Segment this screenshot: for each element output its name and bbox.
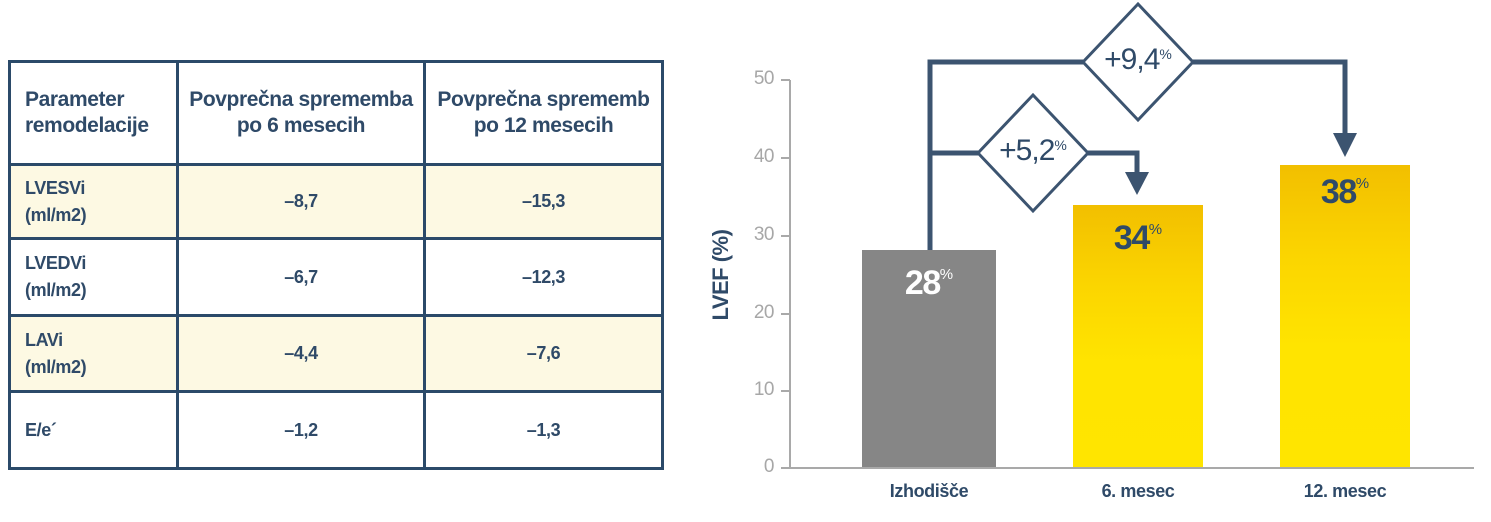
y-axis xyxy=(781,79,791,469)
param-unit: (ml/m2) xyxy=(25,204,87,225)
value-12m: –7,6 xyxy=(423,314,664,393)
table-row: E/e´ –1,2 –1,3 xyxy=(8,390,664,470)
remodeling-table: Parameter remodelacije Povprečna spremem… xyxy=(8,60,664,470)
table-row: LAVi (ml/m2) –4,4 –7,6 xyxy=(8,314,664,393)
bar-value-label: 38% xyxy=(1320,173,1370,211)
header-line: Parameter xyxy=(25,88,125,111)
value-12m: –12,3 xyxy=(423,237,664,317)
connector-lines xyxy=(927,59,1348,250)
header-parameter: Parameter remodelacije xyxy=(8,60,179,166)
bar-value-label: 34% xyxy=(1113,219,1163,257)
table-row: LVESVi (ml/m2) –8,7 –15,3 xyxy=(8,163,664,240)
bar-12-months: 38% xyxy=(1280,165,1410,468)
table-row: LVEDVi (ml/m2) –6,7 –12,3 xyxy=(8,237,664,317)
y-tick-label: 0 xyxy=(763,456,775,477)
header-line: po 6 mesecih xyxy=(236,114,366,137)
value-6m: –1,2 xyxy=(176,390,426,470)
param-cell: LAVi (ml/m2) xyxy=(8,314,179,393)
y-tick-label: 20 xyxy=(753,302,775,323)
param-name: LAVi xyxy=(25,329,63,350)
diamond-6-months xyxy=(975,92,1091,214)
param-cell: E/e´ xyxy=(8,390,179,470)
y-tick-label: 30 xyxy=(753,224,775,245)
bar-6-months: 34% xyxy=(1073,205,1203,468)
param-unit: (ml/m2) xyxy=(25,280,87,300)
arrowhead-icon xyxy=(1125,172,1149,195)
param-name: E/e´ xyxy=(25,419,57,440)
header-line: remodelacije xyxy=(25,114,149,137)
lvef-bar-chart: LVEF (%) 50 40 30 20 10 0 28% 34% 38% xyxy=(690,0,1491,522)
header-line: po 12 mesecih xyxy=(473,114,614,137)
annotation-6-months: +5,2% xyxy=(999,134,1067,167)
value-12m: –15,3 xyxy=(423,163,664,240)
param-name: LVESVi xyxy=(25,177,85,198)
table-header-row: Parameter remodelacije Povprečna spremem… xyxy=(8,60,664,166)
value-12m: –1,3 xyxy=(423,390,664,470)
diamond-12-months xyxy=(1080,1,1196,123)
param-unit: (ml/m2) xyxy=(25,356,87,377)
value-6m: –6,7 xyxy=(176,237,426,317)
header-12-months: Povprečna spremem​b po 12 mesecih xyxy=(423,60,664,166)
x-tick-label: 12. mesec xyxy=(1303,481,1387,501)
x-tick-label: 6. mesec xyxy=(1101,481,1175,501)
header-6-months: Povprečna sprememba po 6 mesecih xyxy=(176,60,426,166)
annotation-12-months: +9,4% xyxy=(1104,43,1172,76)
param-cell: LVESVi (ml/m2) xyxy=(8,163,179,240)
bar-baseline: 28% xyxy=(862,250,996,468)
y-tick-label: 10 xyxy=(753,379,775,400)
param-name: LVEDVi xyxy=(25,253,86,273)
x-tick-label: Izhodišče xyxy=(889,481,969,501)
header-line: Povprečna sprememba xyxy=(189,88,413,111)
y-tick-label: 50 xyxy=(753,68,775,89)
arrowhead-icon xyxy=(1333,133,1357,157)
chart-axes-and-connectors xyxy=(781,1,1474,469)
header-line: Povprečna spremem​b xyxy=(437,88,650,111)
value-6m: –8,7 xyxy=(176,163,426,240)
value-6m: –4,4 xyxy=(176,314,426,393)
y-tick-label: 40 xyxy=(753,146,775,167)
bar-value-label: 28% xyxy=(904,264,954,302)
param-cell: LVEDVi (ml/m2) xyxy=(8,237,179,317)
